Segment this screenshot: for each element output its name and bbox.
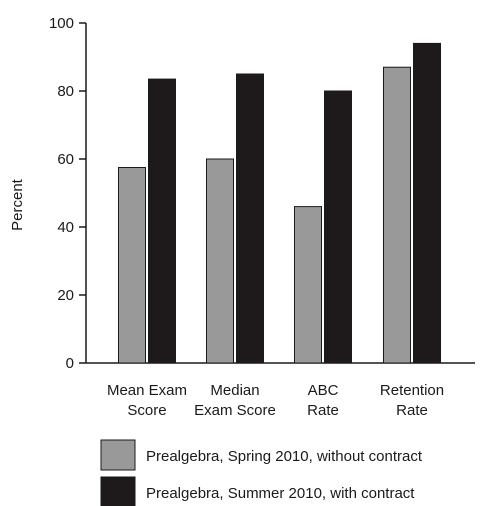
category-label: ABC Rate — [307, 382, 339, 419]
bar-series-2-1 — [148, 78, 176, 364]
y-ticks: 0 20 40 60 80 100 — [49, 15, 86, 372]
y-tick-label: 0 — [66, 355, 74, 372]
bar-series-1-4 — [383, 66, 411, 364]
bar-series-2-4 — [413, 42, 441, 364]
bar-series-1-2 — [206, 158, 234, 364]
bar-series-2-2 — [236, 73, 264, 364]
category-label-line: ABC — [308, 382, 339, 399]
y-tick-label: 100 — [49, 15, 74, 32]
legend-swatch-2 — [100, 476, 136, 506]
legend-label-1: Prealgebra, Spring 2010, without contrac… — [146, 448, 423, 465]
category-label-line: Rate — [396, 402, 428, 419]
legend: Prealgebra, Spring 2010, without contrac… — [100, 439, 423, 506]
bars — [118, 42, 441, 364]
bar-series-1-1 — [118, 167, 146, 364]
y-tick-label: 40 — [57, 219, 74, 236]
bar-series-2-3 — [324, 90, 352, 364]
category-label: Median Exam Score — [194, 382, 276, 419]
legend-swatch-1 — [100, 439, 136, 471]
category-label-line: Mean Exam — [107, 382, 187, 399]
y-tick-label: 80 — [57, 83, 74, 100]
category-label-line: Score — [127, 402, 166, 419]
y-tick-label: 60 — [57, 151, 74, 168]
category-label-line: Retention — [380, 382, 444, 399]
category-label-line: Rate — [307, 402, 339, 419]
legend-label-2: Prealgebra, Summer 2010, with contract — [146, 485, 415, 502]
category-label-line: Median — [210, 382, 259, 399]
y-axis-title: Percent — [9, 178, 26, 231]
category-label-line: Exam Score — [194, 402, 276, 419]
bar-series-1-3 — [294, 206, 322, 364]
category-label: Retention Rate — [380, 382, 444, 419]
category-label: Mean Exam Score — [107, 382, 187, 419]
y-tick-label: 20 — [57, 287, 74, 304]
